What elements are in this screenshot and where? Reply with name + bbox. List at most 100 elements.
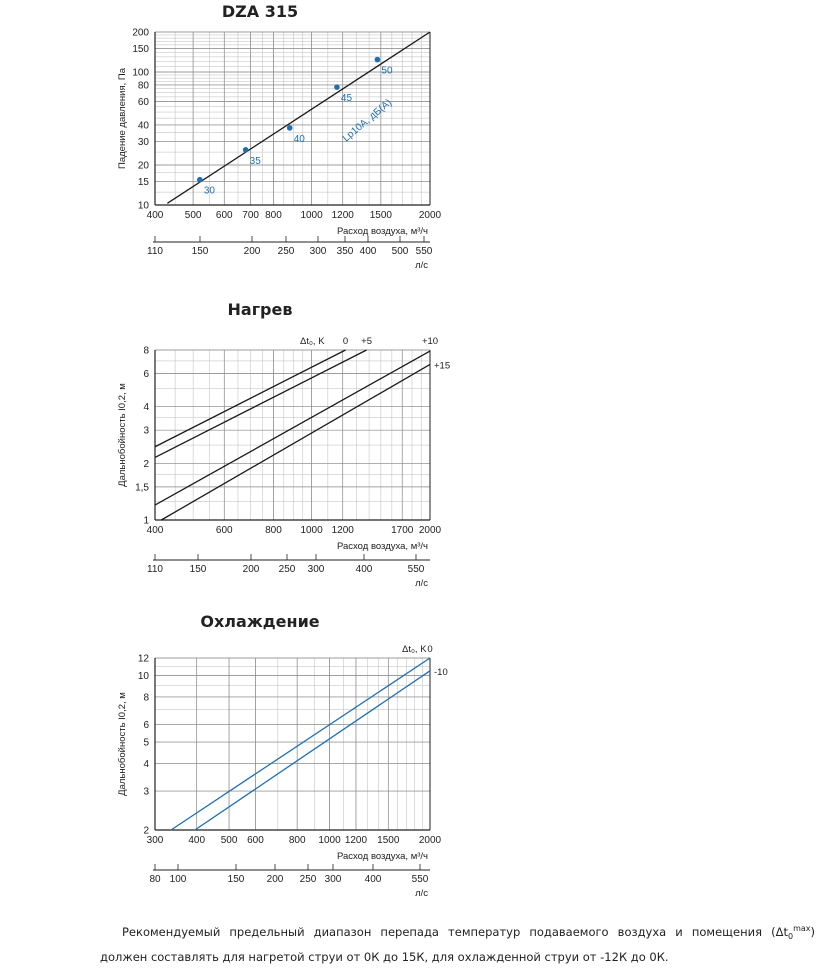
- y-tick-label: 3: [143, 426, 149, 437]
- y-tick-label: 3: [143, 787, 149, 798]
- x-tick-label: 2000: [419, 210, 442, 221]
- y-tick-label: 8: [143, 692, 149, 703]
- series-label: 0: [343, 336, 348, 347]
- y-tick-label: 4: [143, 759, 149, 770]
- y-tick-label: 6: [143, 369, 149, 380]
- x2-tick-label: 400: [365, 874, 382, 885]
- x2-tick-label: 150: [228, 874, 245, 885]
- y-tick-label: 30: [138, 137, 150, 148]
- series-label: -10: [434, 667, 448, 678]
- x-tick-label: 1500: [370, 210, 393, 221]
- x2-tick-label: 250: [279, 564, 296, 575]
- x2-tick-label: 250: [278, 246, 295, 257]
- series-name-label: Lp10A, дБ(A): [341, 97, 394, 144]
- marker-label: 40: [294, 134, 306, 145]
- x-tick-label: 800: [289, 835, 306, 846]
- x2-tick-label: 300: [325, 874, 342, 885]
- x2-axis-label: л/с: [415, 888, 428, 899]
- x2-tick-label: 200: [244, 246, 261, 257]
- x2-tick-label: 550: [416, 246, 433, 257]
- y-tick-label: 1,5: [135, 482, 149, 493]
- x-tick-label: 1000: [300, 210, 323, 221]
- charts-canvas: 400 500 600 700 800 1000 1200 1500 2000101520304…: [117, 28, 450, 900]
- y-tick-label: 4: [143, 402, 149, 413]
- series-line: [167, 31, 431, 204]
- marker-label: 50: [381, 66, 393, 77]
- x-tick-label: 1200: [332, 210, 355, 221]
- x2-tick-label: 110: [147, 564, 163, 575]
- y-tick-label: 12: [138, 654, 150, 665]
- marker-point: [374, 56, 381, 63]
- x2-tick-label: 500: [392, 246, 409, 257]
- x-tick-label: 2000: [419, 525, 442, 536]
- series-label: +10: [422, 336, 438, 347]
- x2-tick-label: 550: [408, 564, 425, 575]
- y-tick-label: 2: [143, 826, 149, 837]
- chart-title-cooling: Охлаждение: [200, 612, 320, 631]
- marker-point: [242, 147, 249, 153]
- x-tick-label: 1700: [391, 525, 414, 536]
- x-tick-label: 1200: [332, 525, 355, 536]
- y-tick-label: 40: [138, 120, 150, 131]
- y-tick-label: 150: [132, 44, 149, 55]
- x-tick-label: 800: [265, 525, 282, 536]
- x2-axis-label: л/с: [415, 578, 428, 589]
- y-axis-label: Падение давления, Па: [117, 67, 128, 169]
- x2-tick-label: 250: [300, 874, 317, 885]
- chart-title-heating: Нагрев: [227, 300, 293, 319]
- x2-tick-label: 100: [170, 874, 187, 885]
- x2-tick-label: 400: [360, 246, 377, 257]
- marker-label: 30: [204, 186, 216, 197]
- y-tick-label: 10: [138, 671, 150, 682]
- series-label: 0: [427, 644, 432, 655]
- x2-axis-label: л/с: [415, 260, 428, 271]
- x-tick-label: 600: [247, 835, 264, 846]
- series-line: [160, 363, 431, 521]
- series-line: [170, 657, 431, 831]
- y-tick-label: 15: [138, 177, 150, 188]
- x-tick-label: 500: [221, 835, 238, 846]
- y-tick-label: 100: [132, 68, 149, 79]
- legend-title: Δt₀, K: [300, 336, 325, 347]
- marker-point: [197, 176, 203, 183]
- y-tick-label: 10: [138, 201, 150, 212]
- y-axis-label: Дальнобойность I0,2, м: [117, 692, 128, 796]
- x-tick-label: 1500: [377, 835, 400, 846]
- y-tick-label: 200: [132, 28, 149, 39]
- x-tick-label: 1200: [345, 835, 368, 846]
- x2-tick-label: 350: [337, 246, 354, 257]
- x-tick-label: 600: [216, 525, 233, 536]
- y-tick-label: 20: [138, 160, 150, 171]
- x-tick-label: 1000: [318, 835, 341, 846]
- note-sub: 0: [787, 932, 794, 942]
- note-text-2: ) должен составлять для нагретой струи о…: [100, 924, 815, 965]
- note-text-1: Рекомендуемый предельный диапазон перепа…: [122, 924, 788, 939]
- y-tick-label: 2: [143, 459, 149, 470]
- y-tick-label: 1: [143, 516, 149, 527]
- x2-tick-label: 150: [190, 564, 207, 575]
- x-tick-label: 700: [242, 210, 259, 221]
- x-tick-label: 1000: [300, 525, 323, 536]
- marker-point: [334, 84, 340, 90]
- x2-tick-label: 550: [412, 874, 429, 885]
- x-tick-label: 300: [147, 835, 164, 846]
- x-tick-label: 800: [265, 210, 282, 221]
- x-tick-label: 600: [216, 210, 233, 221]
- x-tick-label: 400: [147, 210, 164, 221]
- y-tick-label: 8: [143, 346, 149, 357]
- x2-tick-label: 80: [149, 874, 161, 885]
- x2-tick-label: 300: [310, 246, 327, 257]
- y-tick-label: 6: [143, 720, 149, 731]
- x-axis-label: Расход воздуха, м³/ч: [337, 851, 428, 862]
- marker-label: 45: [341, 93, 353, 104]
- series-line: [194, 670, 431, 831]
- x-axis-label: Расход воздуха, м³/ч: [337, 541, 428, 552]
- x2-tick-label: 300: [308, 564, 325, 575]
- series-line: [154, 349, 367, 459]
- marker-point: [286, 125, 293, 131]
- x2-tick-label: 400: [356, 564, 373, 575]
- legend-title: Δt₀, K: [402, 644, 427, 655]
- x2-tick-label: 110: [147, 246, 163, 257]
- x-tick-label: 400: [147, 525, 164, 536]
- note-sup: max: [793, 924, 811, 933]
